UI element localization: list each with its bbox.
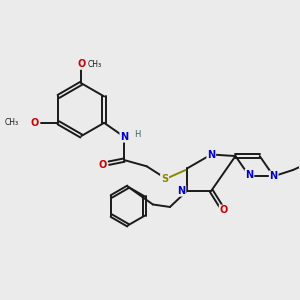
Text: S: S [161,174,168,184]
Text: H: H [134,130,140,139]
Text: O: O [98,160,107,170]
Text: N: N [207,149,215,160]
Text: O: O [220,206,228,215]
Text: CH₃: CH₃ [88,59,102,68]
Text: CH₃: CH₃ [4,118,19,127]
Text: N: N [270,171,278,181]
Text: O: O [30,118,38,128]
Text: N: N [120,132,128,142]
Text: S: S [161,174,168,184]
Text: N: N [245,170,253,180]
Text: N: N [177,186,185,196]
Text: O: O [77,59,86,69]
